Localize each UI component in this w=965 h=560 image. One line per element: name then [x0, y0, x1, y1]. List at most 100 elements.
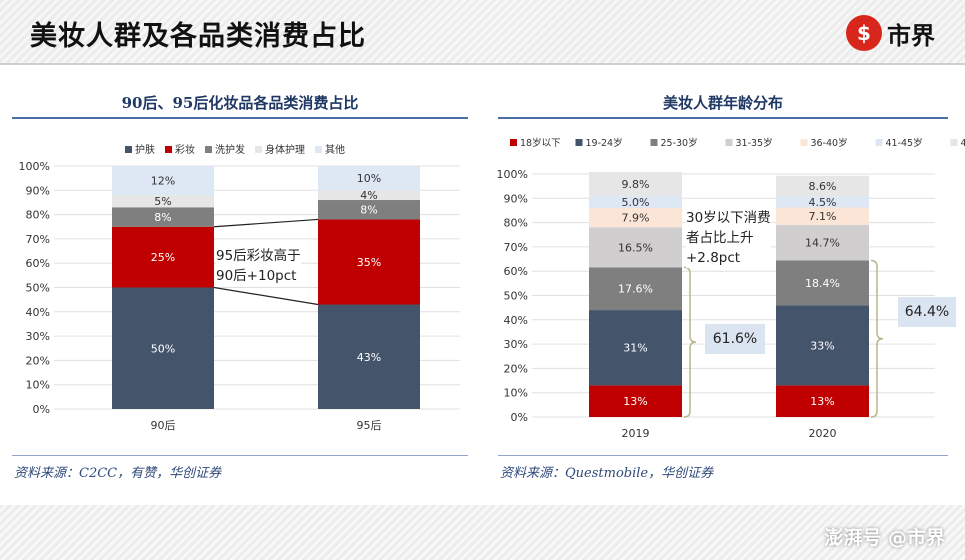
left-y-tick-label: 70% — [26, 233, 50, 246]
right-bar-segment — [776, 207, 869, 225]
left-data-label: 4% — [360, 189, 377, 202]
page-title: 美妆人群及各品类消费占比 — [30, 21, 366, 52]
right-y-tick-label: 100% — [497, 168, 528, 181]
left-legend-label: 洗护发 — [215, 143, 245, 156]
right-y-tick-label: 0% — [511, 411, 528, 424]
right-legend-swatch — [510, 139, 517, 146]
left-bar-segment — [112, 166, 214, 196]
right-legend-label: 46岁以上 — [961, 137, 965, 149]
left-legend-swatch — [165, 146, 172, 153]
right-stacked-bar-chart: 0% 10% 20% 30% 40% 50% 60% 70% 80% 90% 100% 13% 31% 1… — [497, 137, 965, 440]
right-data-label: 16.5% — [618, 241, 653, 254]
left-legend-label: 其他 — [325, 143, 345, 156]
right-bar-segment — [776, 175, 869, 197]
right-data-label: 7.1% — [809, 210, 837, 223]
right-annotation-line2: 者占比上升 — [686, 230, 754, 246]
right-annotation-line3: +2.8pct — [686, 250, 741, 266]
left-y-tick-label: 80% — [26, 209, 50, 222]
right-data-label: 8.6% — [809, 180, 837, 193]
right-bar-segment — [776, 260, 869, 306]
left-y-tick-label: 60% — [26, 257, 50, 270]
right-data-label: 14.7% — [805, 237, 840, 250]
left-data-label: 10% — [357, 172, 381, 185]
right-y-tick-label: 30% — [504, 338, 528, 351]
left-y-tick-label: 0% — [33, 403, 50, 416]
left-title-rule — [12, 117, 468, 119]
right-data-label: 31% — [623, 342, 647, 355]
brace-2020 — [870, 259, 884, 418]
right-source-rule — [498, 455, 948, 456]
left-legend-label: 彩妆 — [175, 143, 195, 156]
left-bar-segment — [318, 166, 420, 191]
left-source: 资料来源：C2CC，有赞，华创证券 — [14, 466, 222, 481]
right-y-tick-label: 50% — [504, 290, 528, 303]
right-data-label: 13% — [810, 395, 834, 408]
left-data-label: 50% — [151, 342, 175, 355]
left-data-label: 8% — [360, 204, 377, 217]
right-annotation: 30岁以下消费 者占比上升 +2.8pct — [686, 208, 771, 268]
right-y-tick-label: 10% — [504, 387, 528, 400]
right-chart-title: 美妆人群年龄分布 — [662, 94, 783, 112]
right-y-tick-label: 70% — [504, 241, 528, 254]
callout-2019: 61.6% — [705, 324, 765, 354]
left-bar-segment — [318, 219, 420, 305]
left-bar-segment — [112, 195, 214, 208]
left-y-tick-label: 30% — [26, 330, 50, 343]
left-bar-segment — [318, 200, 420, 220]
right-legend-label: 18岁以下 — [520, 137, 561, 149]
left-bar-segment — [112, 207, 214, 227]
left-source-rule — [12, 455, 468, 456]
right-bar-segment — [776, 385, 869, 417]
left-data-label: 5% — [154, 195, 171, 208]
right-data-label: 18.4% — [805, 277, 840, 290]
right-data-label: 13% — [623, 395, 647, 408]
left-data-label: 25% — [151, 251, 175, 264]
right-legend-swatch — [575, 139, 583, 146]
left-data-label: 12% — [151, 175, 175, 188]
left-y-tick-label: 20% — [26, 354, 50, 367]
right-data-label: 17.6% — [618, 283, 653, 296]
header-divider — [0, 63, 965, 65]
left-y-tick-label: 40% — [26, 306, 50, 319]
left-bar-segment — [112, 226, 214, 288]
right-bar-segment — [776, 224, 869, 261]
right-data-label: 4.5% — [809, 196, 837, 209]
right-bar-segment — [589, 310, 682, 386]
left-data-label: 43% — [357, 351, 381, 364]
brand-logo-icon: $ — [846, 15, 882, 51]
left-x-tick-label: 95后 — [357, 419, 382, 432]
left-legend-swatch — [205, 146, 212, 153]
right-legend-swatch — [650, 139, 658, 146]
brand-name: 市界 — [887, 21, 935, 50]
right-x-tick-label: 2020 — [809, 427, 837, 440]
right-bar-segment — [776, 305, 869, 386]
left-bar-segment — [318, 304, 420, 409]
right-bar-segment — [589, 385, 682, 417]
left-x-tick-label: 90后 — [151, 419, 176, 432]
left-chart-title: 90后、95后化妆品各品类消费占比 — [121, 94, 359, 112]
left-y-tick-label: 90% — [26, 184, 50, 197]
left-data-label: 8% — [154, 211, 171, 224]
watermark: 澎湃号 @市界 — [824, 527, 945, 549]
right-source: 资料来源：Questmobile，华创证券 — [500, 466, 714, 481]
left-y-tick-label: 100% — [19, 160, 50, 173]
left-legend-label: 身体护理 — [265, 143, 305, 156]
right-data-label: 9.8% — [622, 178, 650, 191]
right-bar-segment — [589, 172, 682, 196]
right-y-tick-label: 80% — [504, 217, 528, 230]
left-legend-swatch — [315, 146, 322, 153]
brand: $ 市界 — [846, 14, 935, 52]
left-legend-label: 护肤 — [135, 143, 155, 156]
left-annotation-line1: 95后彩妆高于 — [216, 248, 301, 264]
left-y-tick-label: 50% — [26, 282, 50, 295]
right-bar-segment — [589, 195, 682, 209]
header-bar — [0, 0, 965, 64]
right-y-tick-label: 60% — [504, 265, 528, 278]
left-y-tick-label: 10% — [26, 379, 50, 392]
left-annotation-line2: 90后+10pct — [216, 268, 297, 284]
callout-2020: 64.4% — [898, 297, 956, 327]
right-legend-swatch — [950, 139, 958, 146]
right-title-rule — [498, 117, 948, 119]
left-bar-segment — [318, 190, 420, 201]
right-legend-label: 36-40岁 — [811, 137, 848, 149]
